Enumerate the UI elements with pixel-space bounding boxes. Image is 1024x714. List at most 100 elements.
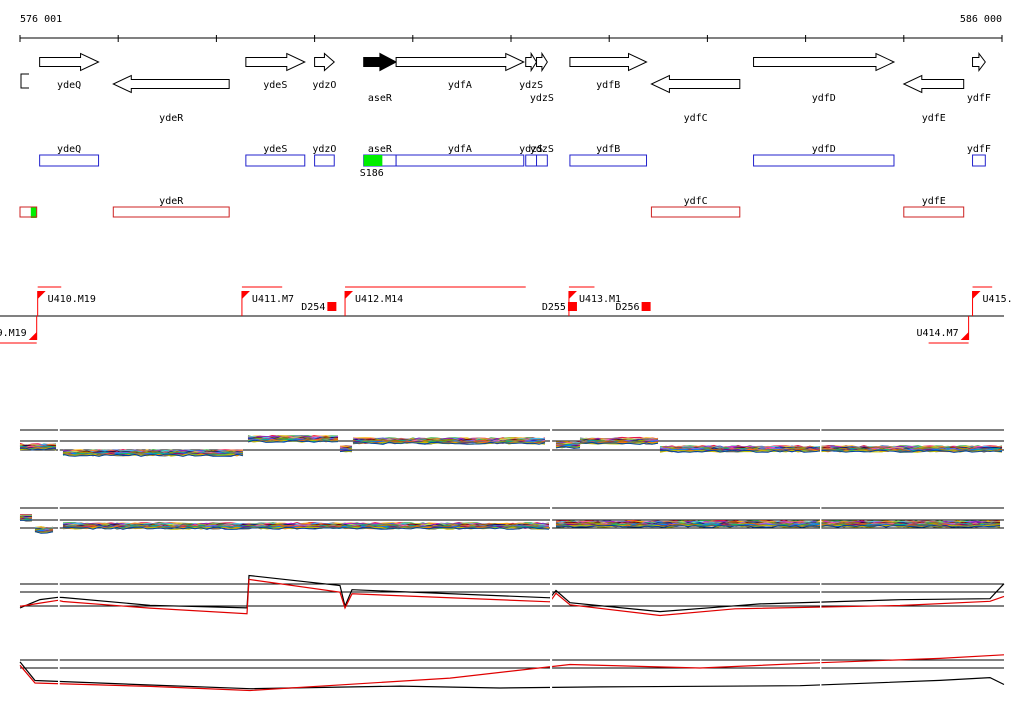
promoter-flag xyxy=(241,291,250,299)
forward-box-label: ydfF xyxy=(967,144,991,155)
reverse-gene-box xyxy=(112,206,230,218)
promoter-flag xyxy=(972,291,981,299)
reverse-box-label: ydfC xyxy=(684,196,708,207)
data-gap xyxy=(820,424,822,460)
terminator-mark xyxy=(567,302,577,311)
ruler-ticks xyxy=(19,35,1003,42)
promoter-flag xyxy=(345,291,354,299)
terminator-mark xyxy=(327,302,337,311)
gene-label: ydeR xyxy=(159,113,184,124)
regulatory-track[interactable]: U410.M19 U411.M7 U412.M14 U413.M1 U415. 9.M19… xyxy=(0,286,1013,344)
data-gap xyxy=(58,570,60,620)
gene-label: ydfF xyxy=(967,93,991,104)
data-gap xyxy=(58,652,60,694)
reverse-gene-box-track[interactable]: ydeR ydfC ydfE xyxy=(19,196,965,218)
expression-track-4-series xyxy=(19,654,1005,692)
gene-arrow-ydfC xyxy=(650,74,741,94)
forward-box-label: ydeQ xyxy=(57,144,81,155)
reverse-box-label: ydfE xyxy=(922,196,946,207)
data-gap xyxy=(58,490,60,540)
ruler-end-label: 586 000 xyxy=(960,14,1002,25)
expression-track-1-series xyxy=(20,439,1003,457)
forward-gene-box xyxy=(525,154,538,167)
terminator-label: D256 xyxy=(616,302,640,313)
ruler-start-label: 576 001 xyxy=(20,14,62,25)
expression-track-2-series xyxy=(19,518,1001,533)
promoter-label: U410.M19 xyxy=(48,294,96,305)
forward-box-label: ydfB xyxy=(596,144,620,155)
gene-arrow-ydzS xyxy=(525,51,538,73)
expression-track-4-series xyxy=(19,661,1005,690)
promoter-flag xyxy=(37,291,46,299)
gene-arrow-ydfF xyxy=(972,52,986,72)
data-gap xyxy=(550,490,553,540)
green-mark xyxy=(30,207,37,218)
forward-box-label: ydeS xyxy=(263,144,287,155)
gene-arrow-ydeQ xyxy=(39,52,100,72)
data-gap xyxy=(58,424,60,460)
forward-box-label: ydfA xyxy=(448,144,472,155)
forward-gene-box xyxy=(395,154,525,167)
promoter-flag-reverse xyxy=(960,332,969,340)
gene-label: ydfE xyxy=(922,113,946,124)
green-mark-label: S186 xyxy=(360,168,384,179)
terminator-label: D255 xyxy=(542,302,566,313)
gene-label: ydzS xyxy=(530,93,554,104)
forward-gene-box xyxy=(314,154,335,167)
gene-arrow-track[interactable]: ydeQ ydeR ydeS ydzO aseR ydfA ydzS ydzS ydfB ydfC… xyxy=(20,51,991,125)
ruler: 576 001 586 000 xyxy=(19,14,1003,42)
forward-gene-box xyxy=(753,154,895,167)
green-mark xyxy=(363,155,383,166)
gene-label: ydeS xyxy=(263,80,287,91)
forward-box-label: ydfD xyxy=(812,144,836,155)
forward-box-label: ydzO xyxy=(312,144,336,155)
gene-arrow-aseR xyxy=(363,52,398,72)
gene-arrow-ydfE xyxy=(902,74,965,94)
gene-label: ydfB xyxy=(596,80,620,91)
expression-track-2-series xyxy=(19,519,1001,534)
promoter-label: U415. xyxy=(983,294,1013,305)
gene-label: aseR xyxy=(368,93,393,104)
forward-box-label: aseR xyxy=(368,144,393,155)
forward-gene-box xyxy=(569,154,648,167)
reverse-gene-box xyxy=(19,206,38,218)
terminator-label: D254 xyxy=(301,302,325,313)
gene-label: ydfD xyxy=(812,93,836,104)
expression-tracks xyxy=(19,424,1005,694)
reverse-gene-box xyxy=(903,206,965,218)
data-gap xyxy=(550,570,553,620)
gene-arrow-ydfB xyxy=(569,52,648,72)
gene-label: ydfA xyxy=(448,80,472,91)
forward-box-label: ydzS xyxy=(530,144,554,155)
promoter-label: U412.M14 xyxy=(355,294,403,305)
reverse-gene-box xyxy=(650,206,741,218)
data-gap xyxy=(820,652,822,694)
gene-label: ydzO xyxy=(312,80,336,91)
expression-track-3-series xyxy=(19,578,1005,617)
gene-label: ydeQ xyxy=(57,80,81,91)
terminator-mark xyxy=(641,302,651,311)
gene-arrow-ydeR xyxy=(112,74,230,94)
data-gap xyxy=(820,570,822,620)
expression-track-2-series xyxy=(19,517,1001,532)
promoter-label-reverse: U414.M7 xyxy=(916,328,958,339)
data-gap xyxy=(550,652,553,694)
forward-gene-box xyxy=(39,154,100,167)
gene-arrow-ydzO xyxy=(314,52,336,72)
gene-label: ydfC xyxy=(684,113,708,124)
promoter-label: U413.M1 xyxy=(579,294,621,305)
forward-gene-box xyxy=(245,154,306,167)
gene-arrow-ydfA xyxy=(395,52,525,72)
data-gap xyxy=(550,424,553,460)
promoter-label-reverse: 9.M19 xyxy=(0,328,27,339)
forward-box-label: ydzS xyxy=(519,144,543,155)
forward-gene-box xyxy=(536,154,548,167)
promoter-flag xyxy=(568,291,577,299)
promoter-label: U411.M7 xyxy=(252,294,294,305)
gene-arrow-ydfD xyxy=(753,52,896,72)
edge-gene-left xyxy=(20,73,29,89)
gene-arrow-ydzS xyxy=(536,51,548,73)
